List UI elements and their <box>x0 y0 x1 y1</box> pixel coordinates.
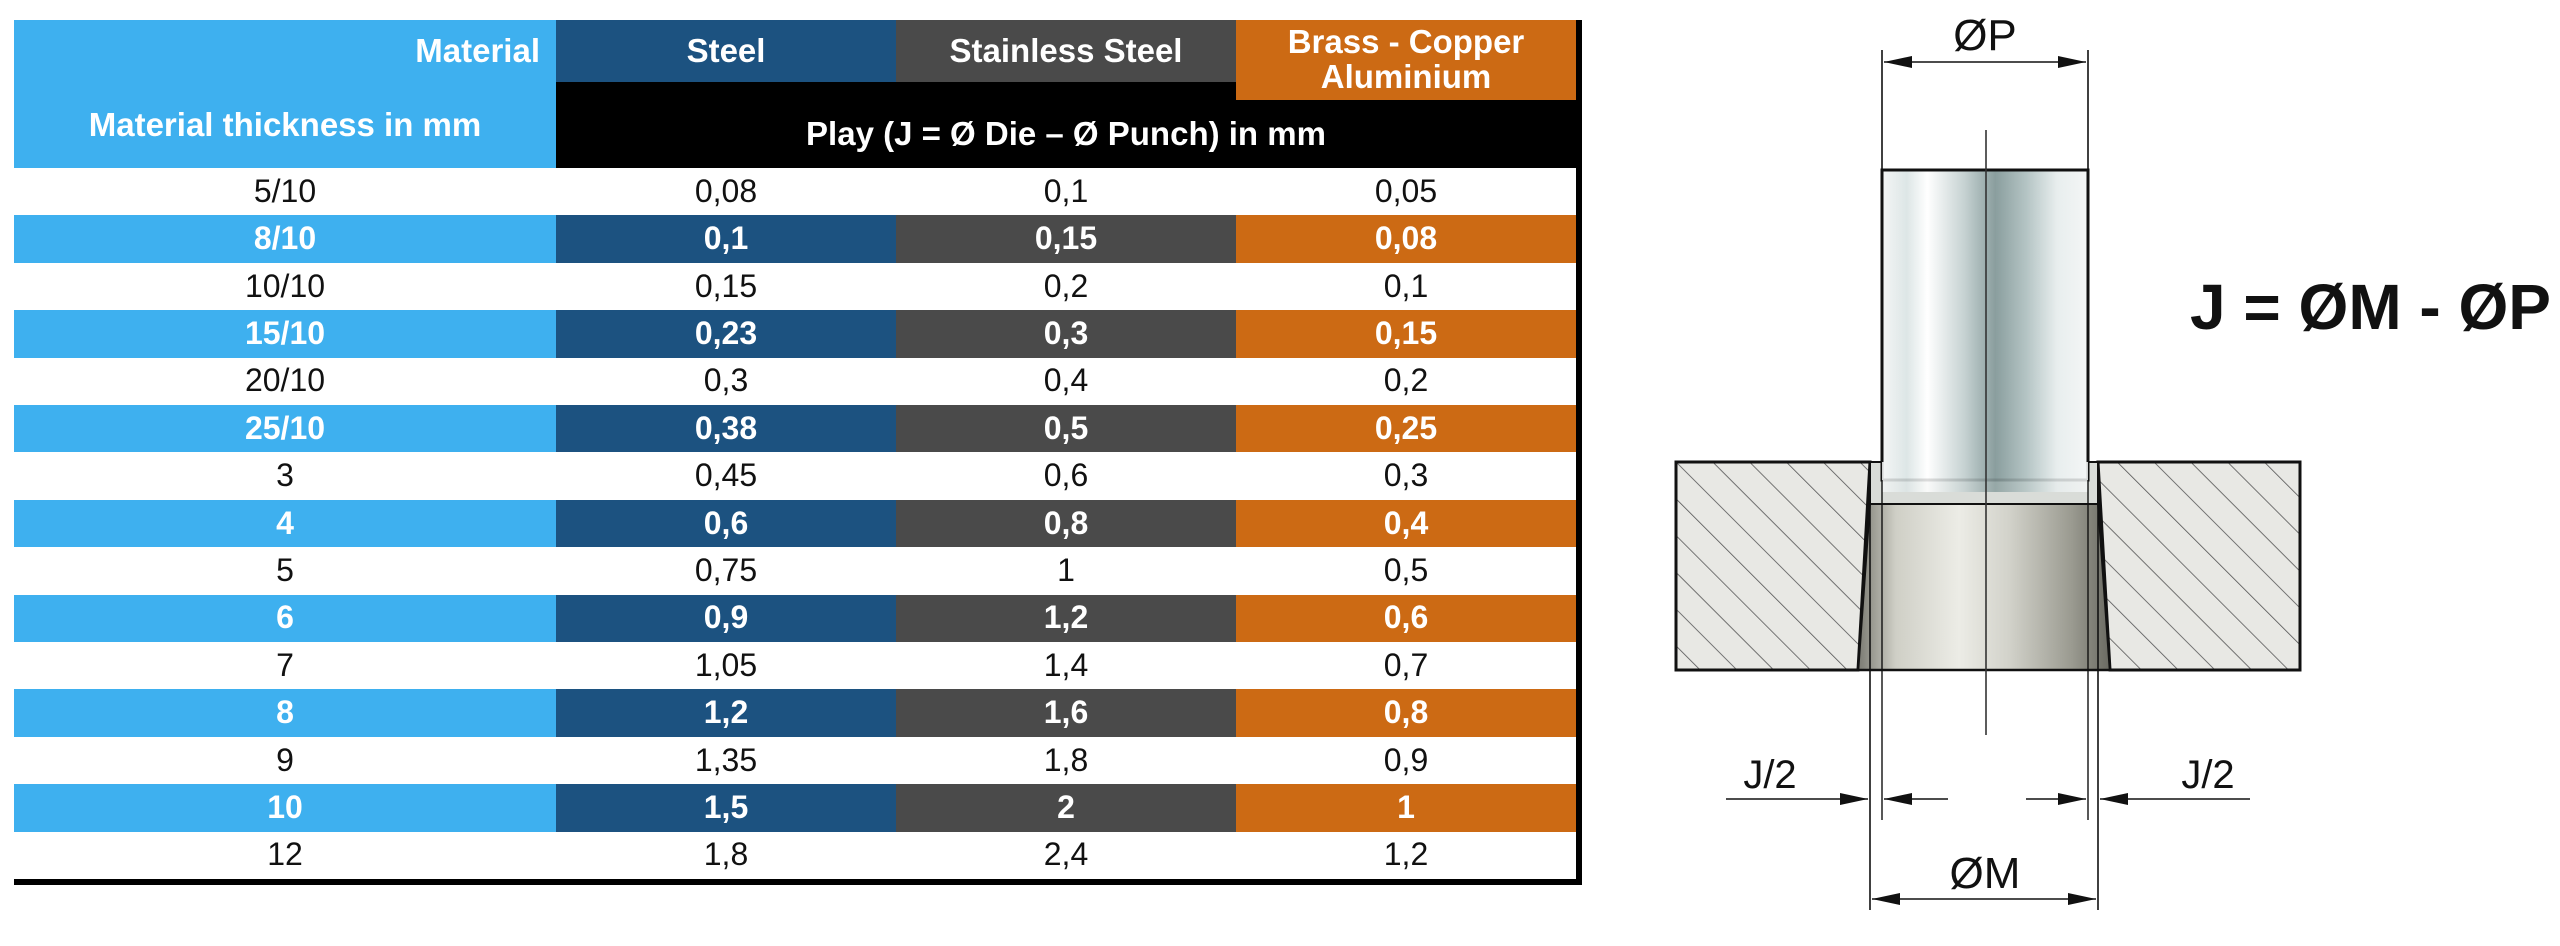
thickness-cell: 12 <box>14 831 556 879</box>
steel-play-cell: 0,08 <box>556 168 896 216</box>
clearance-formula: J = ØM - ØP <box>2190 271 2551 343</box>
thickness-cell: 4 <box>14 499 556 548</box>
stainless-steel-header-line1: Stainless Steel <box>949 31 1183 69</box>
play-header: Play (J = Ø Die – Ø Punch) in mm <box>556 100 1576 168</box>
brass-play-cell: 1 <box>1236 784 1576 832</box>
stainless-play-cell: 1 <box>896 547 1236 595</box>
thickness-cell: 8 <box>14 689 556 737</box>
thickness-cell: 10 <box>14 784 556 832</box>
thickness-header: Material thickness in mm <box>14 82 556 168</box>
brass-play-cell: 0,9 <box>1236 736 1576 785</box>
brass-play-cell: 0,08 <box>1236 215 1576 263</box>
steel-play-cell: 0,45 <box>556 452 896 500</box>
stainless-play-cell: 0,3 <box>896 310 1236 358</box>
steel-play-cell: 0,15 <box>556 262 896 311</box>
brass-play-cell: 0,2 <box>1236 357 1576 405</box>
header-gap <box>556 82 1236 100</box>
brass-play-cell: 1,2 <box>1236 831 1576 879</box>
brass-play-cell: 0,7 <box>1236 642 1576 690</box>
brass-play-cell: 0,1 <box>1236 262 1576 311</box>
steel-play-cell: 0,3 <box>556 357 896 405</box>
right-gap-label: J/2 <box>2181 753 2234 797</box>
stainless-play-cell: 1,4 <box>896 642 1236 690</box>
stainless-play-cell: 1,8 <box>896 736 1236 785</box>
thickness-cell: 15/10 <box>14 310 556 358</box>
material-header: Material <box>14 20 556 82</box>
stainless-play-cell: 0,4 <box>896 357 1236 405</box>
stainless-play-cell: 2,4 <box>896 831 1236 879</box>
steel-play-cell: 0,9 <box>556 594 896 642</box>
thickness-cell: 9 <box>14 736 556 785</box>
thickness-cell: 20/10 <box>14 357 556 405</box>
brass-play-cell: 0,4 <box>1236 499 1576 548</box>
stainless-play-cell: 0,5 <box>896 405 1236 453</box>
die-left-section <box>1674 460 1872 672</box>
brass-play-cell: 0,25 <box>1236 405 1576 453</box>
steel-play-cell: 0,75 <box>556 547 896 595</box>
brass-play-cell: 0,05 <box>1236 168 1576 216</box>
die-diameter-label: ØM <box>1950 849 2021 898</box>
steel-play-cell: 1,8 <box>556 831 896 879</box>
brass-copper-aluminium-header-line1: Brass - Copper <box>1287 23 1525 61</box>
brass-play-cell: 0,5 <box>1236 547 1576 595</box>
stainless-play-cell: 2 <box>896 784 1236 832</box>
stainless-play-cell: 0,6 <box>896 452 1236 500</box>
stainless-play-cell: 1,2 <box>896 594 1236 642</box>
steel-play-cell: 1,2 <box>556 689 896 737</box>
stainless-play-cell: 0,2 <box>896 262 1236 311</box>
thickness-cell: 5/10 <box>14 168 556 216</box>
thickness-cell: 5 <box>14 547 556 595</box>
thickness-cell: 25/10 <box>14 405 556 453</box>
brass-play-cell: 0,8 <box>1236 689 1576 737</box>
thickness-cell: 3 <box>14 452 556 500</box>
stainless-play-cell: 0,1 <box>896 168 1236 216</box>
brass-play-cell: 0,6 <box>1236 594 1576 642</box>
punch-diameter-label: ØP <box>1953 11 2017 60</box>
brass-copper-aluminium-header-line2: Aluminium <box>1320 58 1492 95</box>
thickness-cell: 7 <box>14 642 556 690</box>
die-hole <box>1856 498 2112 672</box>
steel-play-cell: 0,6 <box>556 499 896 548</box>
stainless-play-cell: 0,15 <box>896 215 1236 263</box>
brass-play-cell: 0,3 <box>1236 452 1576 500</box>
thickness-cell: 10/10 <box>14 262 556 311</box>
steel-play-cell: 0,23 <box>556 310 896 358</box>
stainless-play-cell: 0,8 <box>896 499 1236 548</box>
clearance-table: Material Steel Stainless Steel Brass - Copp… <box>14 20 1582 885</box>
steel-play-cell: 0,1 <box>556 215 896 263</box>
steel-header: Steel <box>556 20 896 82</box>
brass-play-cell: 0,15 <box>1236 310 1576 358</box>
brass-copper-aluminium-header: Brass - Copper Aluminium <box>1236 20 1576 100</box>
stainless-steel-header: Stainless Steel <box>896 20 1236 82</box>
steel-header-line1: Steel <box>686 31 766 69</box>
punch <box>1880 168 2090 482</box>
steel-play-cell: 1,5 <box>556 784 896 832</box>
thickness-cell: 8/10 <box>14 215 556 263</box>
stainless-play-cell: 1,6 <box>896 689 1236 737</box>
thickness-cell: 6 <box>14 594 556 642</box>
left-gap-label: J/2 <box>1743 753 1796 797</box>
steel-play-cell: 0,38 <box>556 405 896 453</box>
steel-play-cell: 1,35 <box>556 736 896 785</box>
die-right-section <box>2096 460 2302 672</box>
steel-play-cell: 1,05 <box>556 642 896 690</box>
